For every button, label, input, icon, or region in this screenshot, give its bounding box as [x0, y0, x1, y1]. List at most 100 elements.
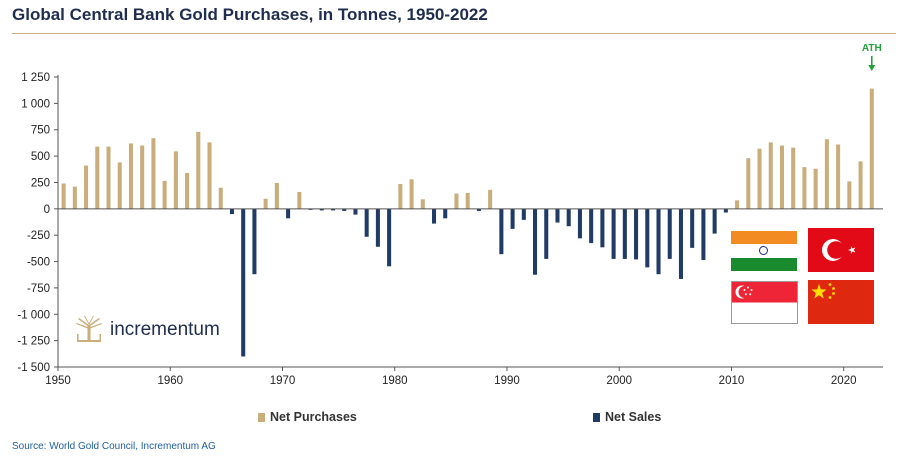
bar-net-sales-1972	[308, 208, 313, 210]
bar-net-sales-2000	[622, 208, 627, 259]
bar-net-purchases-1957	[140, 145, 145, 209]
bar-net-purchases-2020	[847, 181, 852, 209]
turkey-flag-icon	[808, 228, 874, 272]
bar-net-purchases-2021	[858, 161, 863, 209]
bar-net-purchases-2016	[802, 167, 807, 209]
x-tick-label: 2000	[606, 375, 632, 387]
bar-net-sales-2002	[645, 208, 650, 268]
ath-label: ATH	[862, 43, 882, 54]
bar-net-purchases-1988	[488, 189, 493, 209]
y-tick-label: -750	[27, 283, 50, 295]
x-tick-label: 1950	[45, 375, 71, 387]
bar-net-purchases-2010	[735, 200, 740, 209]
bar-net-purchases-2017	[813, 168, 818, 209]
bar-net-purchases-2018	[824, 139, 829, 209]
bar-net-purchases-1964	[218, 187, 223, 209]
legend-label-purchases: Net Purchases	[270, 410, 357, 424]
bar-net-purchases-1963	[207, 142, 212, 209]
bar-net-purchases-1958	[151, 138, 156, 209]
bar-net-sales-1991	[521, 208, 526, 220]
x-tick-label: 1990	[494, 375, 520, 387]
bars-group	[61, 88, 874, 357]
bar-net-purchases-1952	[84, 165, 89, 209]
y-axis: 1 250 1 000 750 500 250 0 -250 -500 -750 -1 000 -1…	[17, 72, 59, 374]
bar-net-sales-1977	[364, 208, 369, 237]
legend-net-sales: Net Sales	[593, 410, 661, 424]
bar-net-purchases-2022	[869, 88, 874, 209]
bar-net-purchases-1980	[398, 184, 403, 209]
bar-net-purchases-2019	[836, 144, 841, 209]
bar-net-purchases-1960	[173, 151, 178, 209]
bar-net-sales-2009	[723, 208, 728, 213]
y-tick-label: 1 250	[21, 72, 50, 84]
bar-net-sales-1973	[319, 208, 324, 211]
bar-net-purchases-2015	[791, 147, 796, 209]
title-divider	[12, 33, 896, 34]
bar-net-sales-1998	[600, 208, 605, 248]
bar-net-sales-1993	[544, 208, 549, 259]
y-tick-label: 750	[31, 125, 50, 137]
bar-net-sales-1976	[353, 208, 358, 215]
ath-arrowhead	[868, 65, 876, 71]
tree-logo-icon	[76, 316, 102, 342]
china-flag-icon	[808, 280, 874, 324]
singapore-flag-icon	[731, 281, 798, 324]
india-flag-icon	[731, 231, 797, 271]
x-axis: 1950 1960 1970 1980 1990 2000 2010 2020	[45, 208, 883, 387]
legend-swatch-sales	[593, 412, 600, 422]
y-tick-label: -500	[27, 257, 50, 269]
bar-net-purchases-1968	[263, 198, 268, 209]
bar-net-sales-1995	[566, 208, 571, 227]
bar-net-sales-1978	[375, 208, 380, 247]
bar-net-sales-1989	[499, 208, 504, 255]
x-tick-label: 1960	[157, 375, 183, 387]
bar-net-sales-2003	[656, 208, 661, 275]
bar-net-sales-1984	[443, 208, 448, 219]
bar-net-sales-1966	[241, 208, 246, 357]
bar-net-sales-1975	[342, 208, 347, 211]
bar-net-purchases-1953	[95, 146, 100, 209]
bar-net-purchases-1971	[297, 191, 302, 209]
bar-net-sales-1979	[387, 208, 392, 267]
bar-net-sales-2005	[678, 208, 683, 279]
bar-net-purchases-2014	[779, 145, 784, 209]
bar-net-purchases-1982	[420, 199, 425, 209]
y-tick-label: 500	[31, 151, 50, 163]
bar-net-purchases-1961	[185, 172, 190, 209]
bar-net-sales-1965	[229, 208, 234, 215]
x-tick-label: 1970	[270, 375, 296, 387]
bar-net-sales-2008	[712, 208, 717, 234]
bar-net-purchases-2011	[746, 158, 751, 209]
bar-net-purchases-1985	[454, 193, 459, 209]
bar-net-sales-1967	[252, 208, 257, 275]
ath-annotation: ATH	[862, 43, 882, 71]
bar-net-purchases-2013	[768, 142, 773, 209]
source-note: Source: World Gold Council, Incrementum …	[12, 441, 216, 452]
x-tick-label: 1980	[382, 375, 408, 387]
logo-text: incrementum	[110, 319, 220, 340]
bar-net-sales-1983	[432, 208, 437, 224]
bar-net-sales-2004	[667, 208, 672, 259]
bar-net-sales-1999	[611, 208, 616, 259]
bar-net-purchases-1950	[61, 183, 66, 209]
bar-net-purchases-2012	[757, 148, 762, 209]
bar-net-sales-2001	[634, 208, 639, 260]
bar-net-sales-2007	[701, 208, 706, 260]
bar-net-purchases-1962	[196, 131, 201, 209]
bar-net-purchases-1951	[72, 186, 77, 209]
legend-swatch-purchases	[258, 412, 265, 422]
bar-net-sales-1997	[589, 208, 594, 244]
x-tick-label: 2020	[831, 375, 857, 387]
y-tick-label: -1 250	[17, 336, 50, 348]
bar-net-sales-1992	[533, 208, 538, 275]
bar-net-purchases-1956	[128, 143, 133, 209]
bar-net-sales-1996	[577, 208, 582, 239]
legend-label-sales: Net Sales	[605, 410, 662, 424]
bar-net-purchases-1986	[465, 193, 470, 209]
bar-net-sales-1994	[555, 208, 560, 223]
bar-net-sales-1990	[510, 208, 515, 229]
y-tick-label: 250	[31, 177, 50, 189]
bar-net-sales-2006	[690, 208, 695, 248]
y-tick-label: 0	[44, 204, 50, 216]
